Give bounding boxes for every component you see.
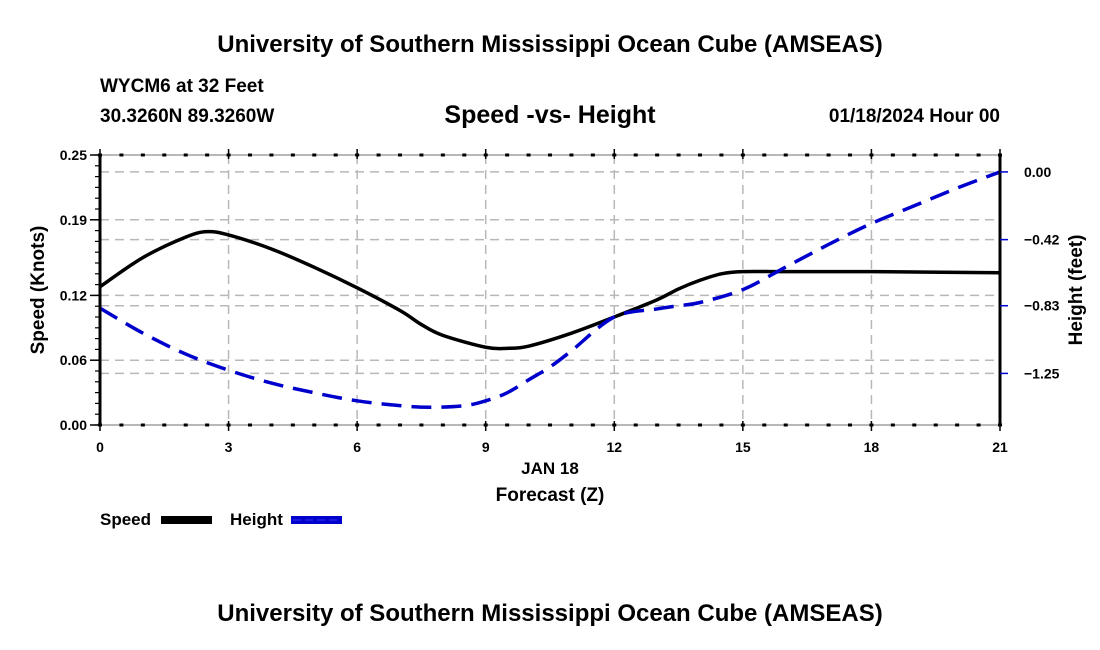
forecast-datetime: 01/18/2024 Hour 00 <box>828 106 1000 127</box>
y-tick-label: 0.00 <box>60 417 87 433</box>
legend-speed-swatch <box>161 516 212 524</box>
x-tick-label: 21 <box>992 439 1008 455</box>
axes <box>90 149 1008 431</box>
y-tick-label: 0.19 <box>60 212 87 228</box>
main-title: University of Southern Mississippi Ocean… <box>217 31 883 58</box>
axis-labels: 0 3 6 9 12 15 18 21 0.00 0.06 0.12 0.19 0.25 0.00 −0.4… <box>60 147 1060 455</box>
station-label: WYCM6 at 32 Feet <box>100 76 264 97</box>
x-tick-label: 0 <box>96 439 104 455</box>
coordinates-label: 30.3260N 89.3260W <box>100 106 275 127</box>
x-axis-title: Forecast (Z) <box>496 485 605 506</box>
x-tick-label: 9 <box>482 439 490 455</box>
legend-height-label: Height <box>230 510 283 529</box>
legend-speed-label: Speed <box>100 510 151 529</box>
footer-title: University of Southern Mississippi Ocean… <box>217 600 883 627</box>
y-tick-label: 0.12 <box>60 287 87 303</box>
series-line-speed <box>99 229 1001 351</box>
y2-axis-title: Height (feet) <box>1066 235 1087 346</box>
x-tick-label: 6 <box>353 439 361 455</box>
x-axis-date: JAN 18 <box>521 459 579 478</box>
series-layer <box>99 170 1001 410</box>
chart-title: Speed -vs- Height <box>444 101 656 129</box>
y2-tick-label: −0.42 <box>1024 232 1060 248</box>
y2-tick-label: −1.25 <box>1024 365 1060 381</box>
y-tick-label: 0.06 <box>60 352 87 368</box>
y2-tick-label: 0.00 <box>1024 164 1051 180</box>
x-tick-label: 12 <box>606 439 622 455</box>
legend: Speed Height <box>100 510 342 529</box>
y-tick-label: 0.25 <box>60 147 87 163</box>
x-tick-label: 3 <box>225 439 233 455</box>
y2-tick-label: −0.83 <box>1024 298 1060 314</box>
series-line-height <box>99 170 1001 410</box>
legend-height-swatch <box>291 516 342 524</box>
x-tick-label: 15 <box>735 439 751 455</box>
y-axis-title: Speed (Knots) <box>28 226 49 355</box>
grid <box>100 154 1000 426</box>
x-tick-label: 18 <box>864 439 880 455</box>
